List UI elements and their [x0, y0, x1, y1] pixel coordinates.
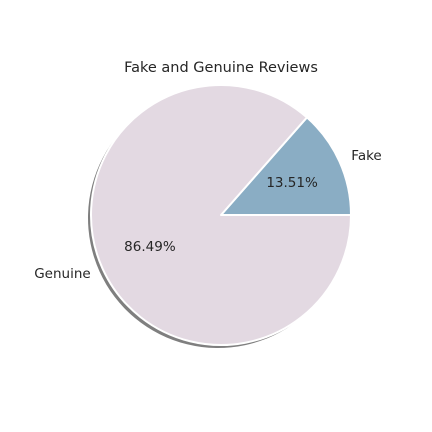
pie-slice-fake — [220, 116, 352, 216]
pie-slice-genuine — [90, 84, 352, 346]
pie-labels: Fake 13.51% Genuine 86.49% — [34, 148, 382, 282]
slice-label-genuine: Genuine — [34, 266, 91, 282]
chart-title: Fake and Genuine Reviews — [124, 60, 318, 76]
slice-percent-fake: 13.51% — [266, 175, 318, 191]
slice-label-fake: Fake — [351, 148, 381, 164]
slice-percent-genuine: 86.49% — [124, 239, 176, 255]
pie-slices — [90, 84, 352, 346]
